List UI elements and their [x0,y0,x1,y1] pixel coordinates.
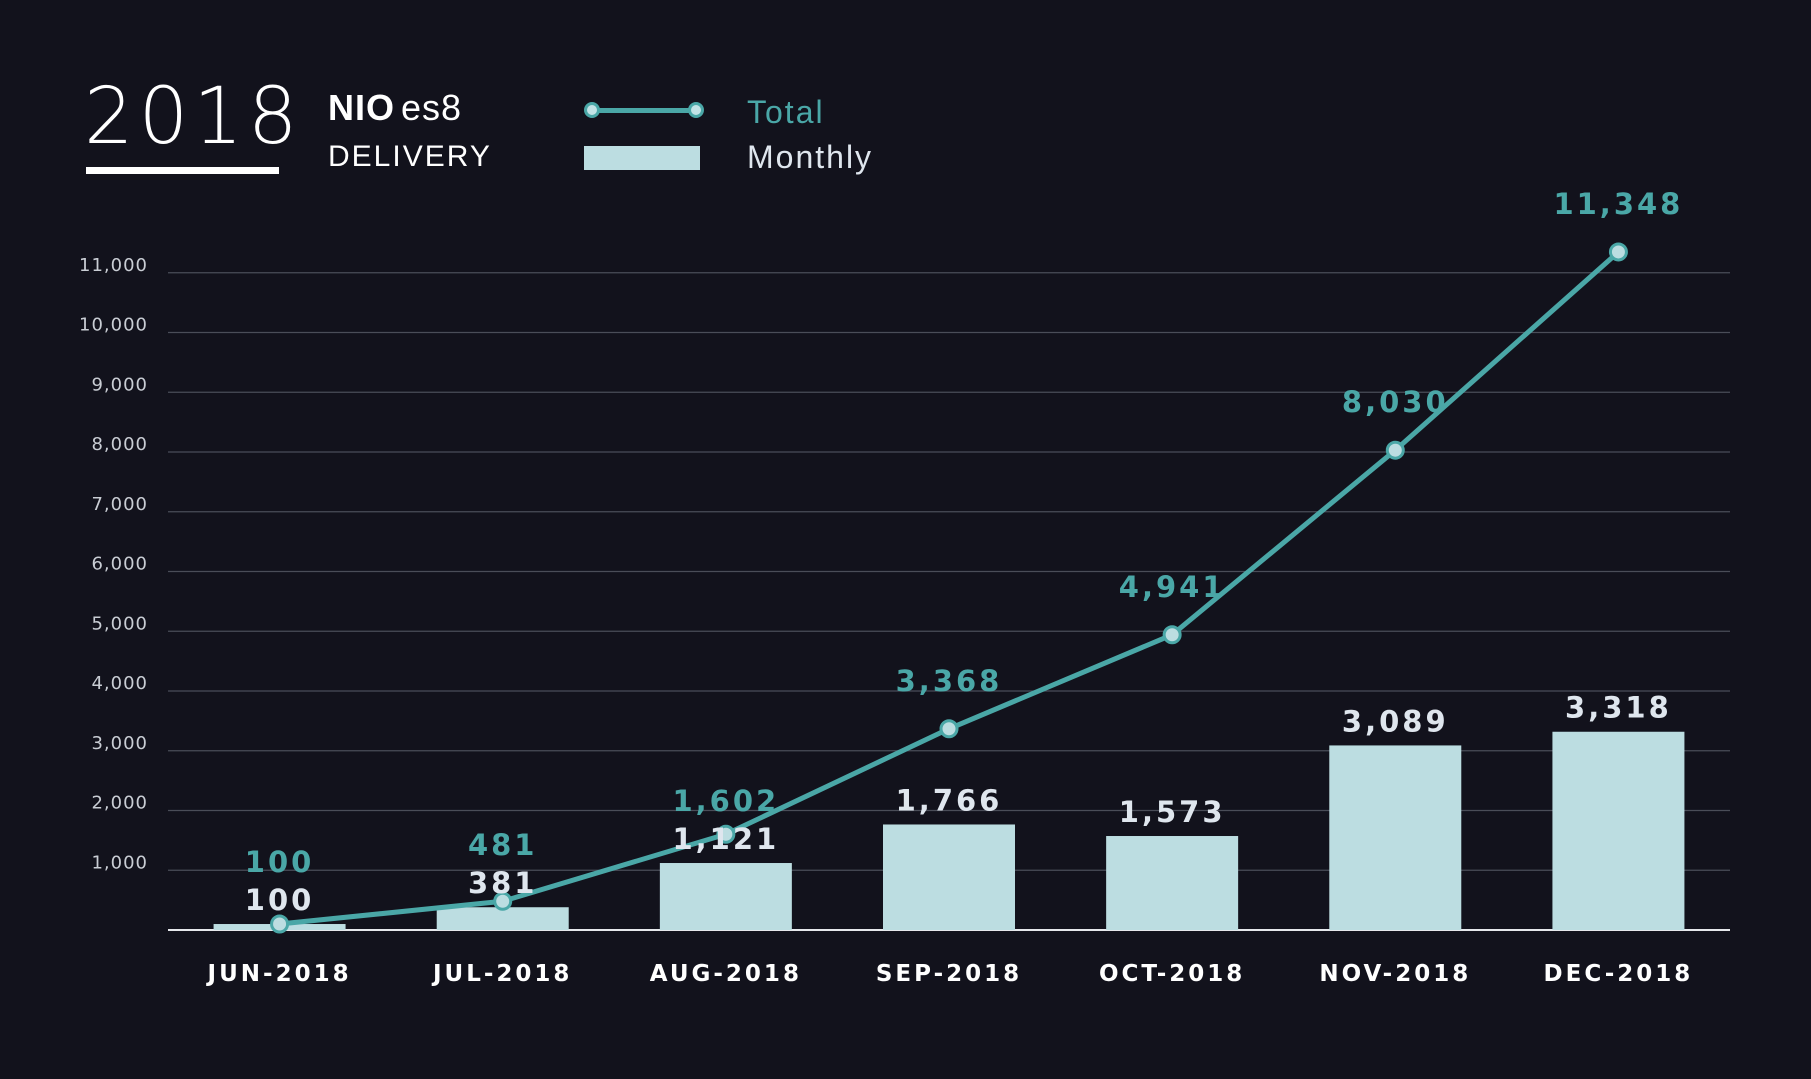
y-tick-label: 11,000 [79,255,148,276]
data-label-total: 11,348 [1553,187,1683,221]
y-tick-label: 7,000 [91,494,148,515]
year-underline [86,167,279,174]
point-total [1608,242,1628,262]
y-tick-label: 1,000 [91,852,148,873]
data-label-monthly: 1,573 [1119,795,1226,829]
x-tick-label: DEC-2018 [1544,961,1694,987]
x-tick-label: SEP-2018 [876,961,1022,987]
chart-subtitle: DELIVERY [328,140,492,173]
data-label-total: 100 [245,845,315,879]
legend-total-line [592,108,696,113]
point-total [270,914,290,934]
point-total [939,719,959,739]
y-tick-label: 10,000 [79,315,148,336]
legend-monthly-swatch [584,146,700,170]
y-tick-label: 6,000 [91,554,148,575]
x-tick-label: AUG-2018 [650,961,802,987]
data-label-total: 1,602 [672,784,779,818]
y-tick-label: 4,000 [91,673,148,694]
y-tick-label: 9,000 [91,374,148,395]
y-tick-label: 2,000 [91,793,148,814]
brand-model-text: es8 [401,87,463,128]
y-tick-label: 3,000 [91,733,148,754]
point-total [716,824,736,844]
legend-total-dot-left [584,102,600,118]
legend-monthly-label: Monthly [747,139,874,175]
data-label-total: 3,368 [896,664,1003,698]
x-tick-label: OCT-2018 [1099,961,1245,987]
brand-logo: NIO es8 [328,90,462,126]
x-tick-label: JUL-2018 [431,961,572,987]
brand-nio-text: NIO [328,87,396,128]
bar-monthly [1552,731,1685,930]
data-label-monthly: 381 [468,866,538,900]
legend-total-dot-right [688,102,704,118]
point-total [1162,625,1182,645]
bar-monthly [883,824,1015,930]
bar-monthly [659,863,792,930]
data-label-monthly: 3,089 [1342,704,1449,738]
x-tick-label: JUN-2018 [206,961,352,987]
point-total [1385,440,1405,460]
data-label-monthly: 1,766 [896,783,1003,817]
data-label-total: 8,030 [1342,385,1449,419]
bar-monthly [1329,745,1462,930]
data-label-monthly: 100 [245,883,315,917]
y-tick-label: 8,000 [91,434,148,455]
bar-monthly [1106,836,1239,930]
data-label-total: 4,941 [1119,570,1226,604]
data-label-monthly: 3,318 [1565,691,1672,725]
data-label-monthly: 1,121 [672,822,779,856]
point-total [493,891,513,911]
x-tick-label: NOV-2018 [1319,961,1471,987]
y-tick-label: 5,000 [91,613,148,634]
bar-monthly [436,907,569,930]
legend-total-label: Total [747,94,825,130]
data-label-total: 481 [468,828,538,862]
year-heading: 2018 [84,72,303,162]
